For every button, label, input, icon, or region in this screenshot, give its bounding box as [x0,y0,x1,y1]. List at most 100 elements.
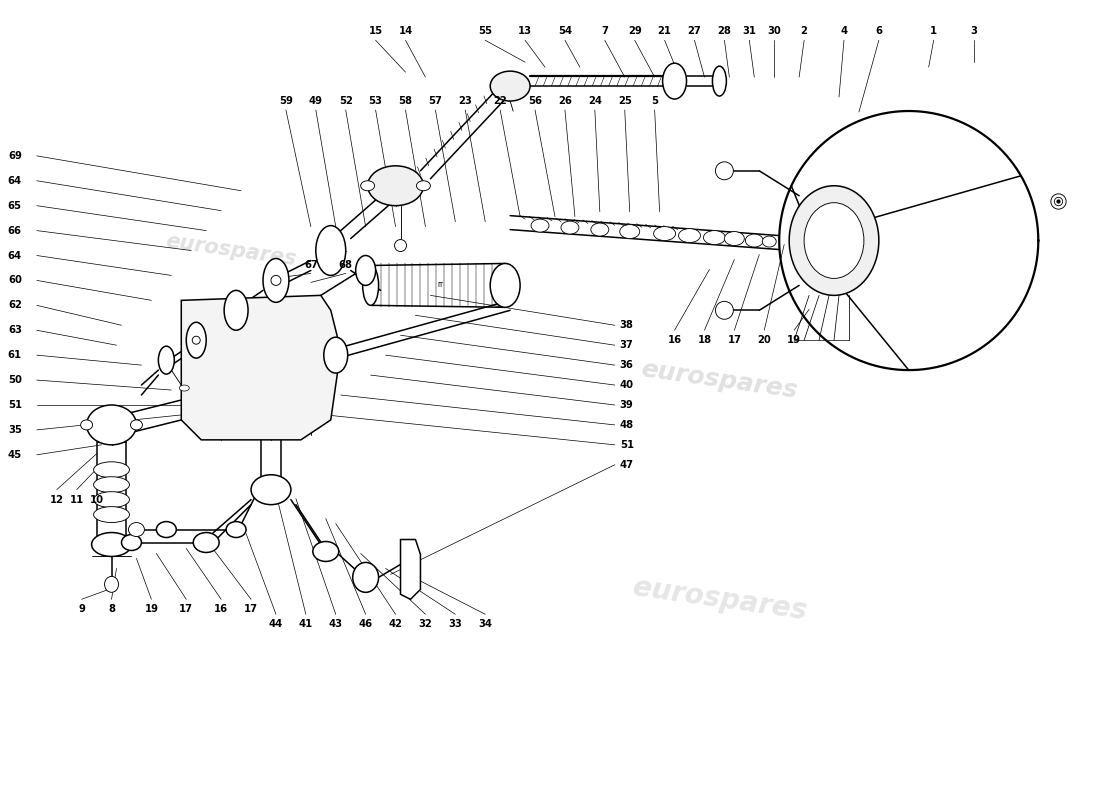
Ellipse shape [715,302,734,319]
Ellipse shape [131,420,142,430]
Text: 17: 17 [244,604,258,614]
Ellipse shape [194,533,219,553]
Text: 53: 53 [368,96,383,106]
Ellipse shape [789,186,879,295]
Ellipse shape [704,230,725,245]
Text: 25: 25 [618,96,631,106]
Ellipse shape [715,162,734,180]
Text: 50: 50 [8,375,22,385]
Ellipse shape [80,420,92,430]
Text: 9: 9 [78,604,85,614]
Ellipse shape [361,181,375,190]
Text: 46: 46 [359,619,373,630]
Text: 2: 2 [801,26,807,36]
Text: 55: 55 [478,26,492,36]
Ellipse shape [94,506,130,522]
Text: 30: 30 [768,26,781,36]
Ellipse shape [224,290,249,330]
Ellipse shape [591,223,608,236]
Ellipse shape [653,226,675,241]
Text: 19: 19 [144,604,158,614]
Text: 3: 3 [970,26,977,36]
Ellipse shape [367,166,424,206]
Text: 59: 59 [279,96,293,106]
Text: 12: 12 [50,494,64,505]
Text: 32: 32 [419,619,432,630]
Text: 69: 69 [8,151,22,161]
Ellipse shape [227,522,246,538]
Ellipse shape [762,236,777,247]
Text: 38: 38 [619,320,634,330]
Text: 37: 37 [619,340,634,350]
Ellipse shape [312,542,339,562]
Text: 14: 14 [398,26,412,36]
Text: 16: 16 [214,604,228,614]
Text: 17: 17 [727,335,741,346]
Text: 16: 16 [668,335,682,346]
Ellipse shape [353,562,378,592]
Ellipse shape [179,385,189,391]
Ellipse shape [491,263,520,307]
Ellipse shape [363,266,378,306]
Ellipse shape [679,229,701,242]
Text: 19: 19 [788,335,801,346]
Text: 36: 36 [619,360,634,370]
Text: 21: 21 [658,26,672,36]
Ellipse shape [395,239,407,251]
Text: 39: 39 [619,400,634,410]
Ellipse shape [158,346,174,374]
Text: 68: 68 [339,261,353,270]
Ellipse shape [619,225,640,238]
Ellipse shape [561,221,579,234]
Ellipse shape [323,338,348,373]
Text: 17: 17 [179,604,194,614]
Text: 33: 33 [449,619,462,630]
Ellipse shape [94,462,130,478]
Ellipse shape [355,255,375,286]
Ellipse shape [87,405,136,445]
Text: 29: 29 [628,26,641,36]
Text: 7: 7 [602,26,608,36]
Text: 66: 66 [8,226,22,235]
Ellipse shape [316,226,345,275]
Ellipse shape [251,474,290,505]
Text: 67: 67 [304,261,318,270]
Ellipse shape [94,477,130,493]
Text: 1: 1 [931,26,937,36]
Text: 52: 52 [339,96,353,106]
Text: 34: 34 [478,619,492,630]
Text: 44: 44 [268,619,283,630]
Text: 42: 42 [388,619,403,630]
Text: 60: 60 [8,275,22,286]
Text: 63: 63 [8,326,22,335]
Text: 18: 18 [697,335,712,346]
Ellipse shape [804,202,864,278]
Ellipse shape [713,66,726,96]
Text: 56: 56 [528,96,542,106]
Text: 27: 27 [688,26,702,36]
Text: eurospares: eurospares [630,574,808,626]
Text: 23: 23 [459,96,472,106]
Ellipse shape [271,275,281,286]
Text: 20: 20 [758,335,771,346]
Ellipse shape [491,71,530,101]
Text: 31: 31 [742,26,757,36]
Text: 54: 54 [558,26,572,36]
Text: 35: 35 [8,425,22,435]
Text: 26: 26 [558,96,572,106]
Ellipse shape [746,234,763,247]
Text: 58: 58 [398,96,412,106]
Text: 15: 15 [368,26,383,36]
Text: 64: 64 [8,176,22,186]
Text: 24: 24 [587,96,602,106]
Ellipse shape [91,533,132,557]
Ellipse shape [186,322,206,358]
Ellipse shape [417,181,430,190]
Ellipse shape [263,258,289,302]
Text: 61: 61 [8,350,22,360]
Text: IT: IT [438,282,443,288]
Text: 57: 57 [429,96,442,106]
Ellipse shape [129,522,144,537]
Text: 40: 40 [619,380,634,390]
Text: 45: 45 [8,450,22,460]
